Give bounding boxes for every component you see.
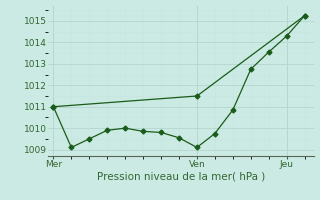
X-axis label: Pression niveau de la mer( hPa ): Pression niveau de la mer( hPa ) bbox=[97, 172, 265, 182]
